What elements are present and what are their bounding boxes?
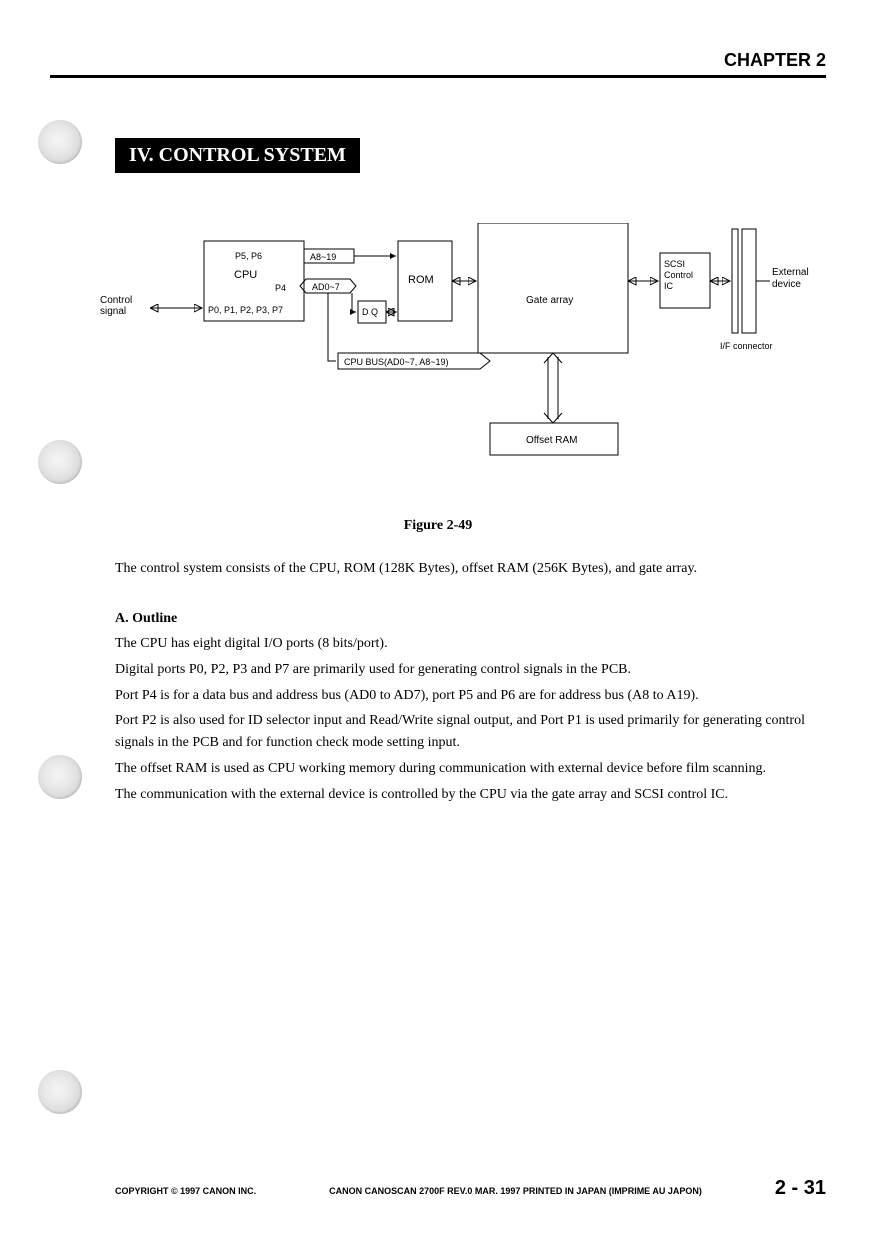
diagram-label-a8-19: A8~19: [310, 252, 336, 262]
diagram-label-cpu-bus: CPU BUS(AD0~7, A8~19): [344, 357, 449, 367]
section-title: IV. CONTROL SYSTEM: [115, 138, 360, 173]
figure-caption: Figure 2-49: [50, 518, 826, 534]
diagram-node-gate-array: [478, 223, 628, 353]
footer-product-info: CANON CANOSCAN 2700F REV.0 MAR. 1997 PRI…: [256, 1186, 775, 1196]
diagram-label-offset-ram: Offset RAM: [526, 435, 578, 446]
diagram-label-control-signal: Control: [100, 295, 132, 306]
diagram-label-control-signal: signal: [100, 306, 126, 317]
intro-paragraph: The control system consists of the CPU, …: [115, 558, 806, 580]
footer-page-number: 2 - 31: [775, 1177, 826, 1200]
diagram-label-cpu: CPU: [234, 269, 257, 281]
paragraph: Port P2 is also used for ID selector inp…: [115, 710, 806, 753]
binder-hole-icon: [38, 440, 82, 484]
diagram-label-scsi: Control: [664, 270, 693, 280]
diagram-label-if-connector: I/F connector: [720, 341, 773, 351]
binder-hole-icon: [38, 1070, 82, 1114]
diagram-node-if-connector: [732, 229, 738, 333]
paragraph: The offset RAM is used as CPU working me…: [115, 758, 806, 780]
diagram-label-scsi: IC: [664, 281, 674, 291]
diagram-label-ports: P0, P1, P2, P3, P7: [208, 305, 283, 315]
diagram-arrow-icon: [544, 413, 562, 423]
diagram-label-external-device: device: [772, 279, 801, 290]
binder-hole-icon: [38, 120, 82, 164]
diagram-edge: [328, 293, 336, 361]
chapter-header: CHAPTER 2: [50, 50, 826, 78]
paragraph: The communication with the external devi…: [115, 784, 806, 806]
page-footer: COPYRIGHT © 1997 CANON INC. CANON CANOSC…: [50, 1177, 826, 1200]
diagram-label-scsi: SCSI: [664, 259, 685, 269]
diagram-label-rom: ROM: [408, 274, 434, 286]
footer-copyright: COPYRIGHT © 1997 CANON INC.: [115, 1186, 256, 1196]
diagram-label-p5p6: P5, P6: [235, 251, 262, 261]
diagram-label-p4: P4: [275, 283, 286, 293]
block-diagram: Control signal CPU P0, P1, P2, P3, P7 P5…: [100, 223, 826, 478]
paragraph: The CPU has eight digital I/O ports (8 b…: [115, 633, 806, 655]
diagram-label-gate-array: Gate array: [526, 295, 573, 306]
diagram-edge: [352, 293, 356, 312]
paragraph: Digital ports P0, P2, P3 and P7 are prim…: [115, 659, 806, 681]
binder-hole-icon: [38, 755, 82, 799]
diagram-label-ad0-7: AD0~7: [312, 282, 340, 292]
diagram-label-external-device: External: [772, 267, 809, 278]
diagram-label-dq: D Q: [362, 307, 378, 317]
diagram-node-if-connector: [742, 229, 756, 333]
body-text: The control system consists of the CPU, …: [115, 558, 806, 805]
diagram-arrow-icon: [544, 353, 562, 363]
paragraph: Port P4 is for a data bus and address bu…: [115, 685, 806, 707]
subheading-outline: A. Outline: [115, 608, 806, 630]
